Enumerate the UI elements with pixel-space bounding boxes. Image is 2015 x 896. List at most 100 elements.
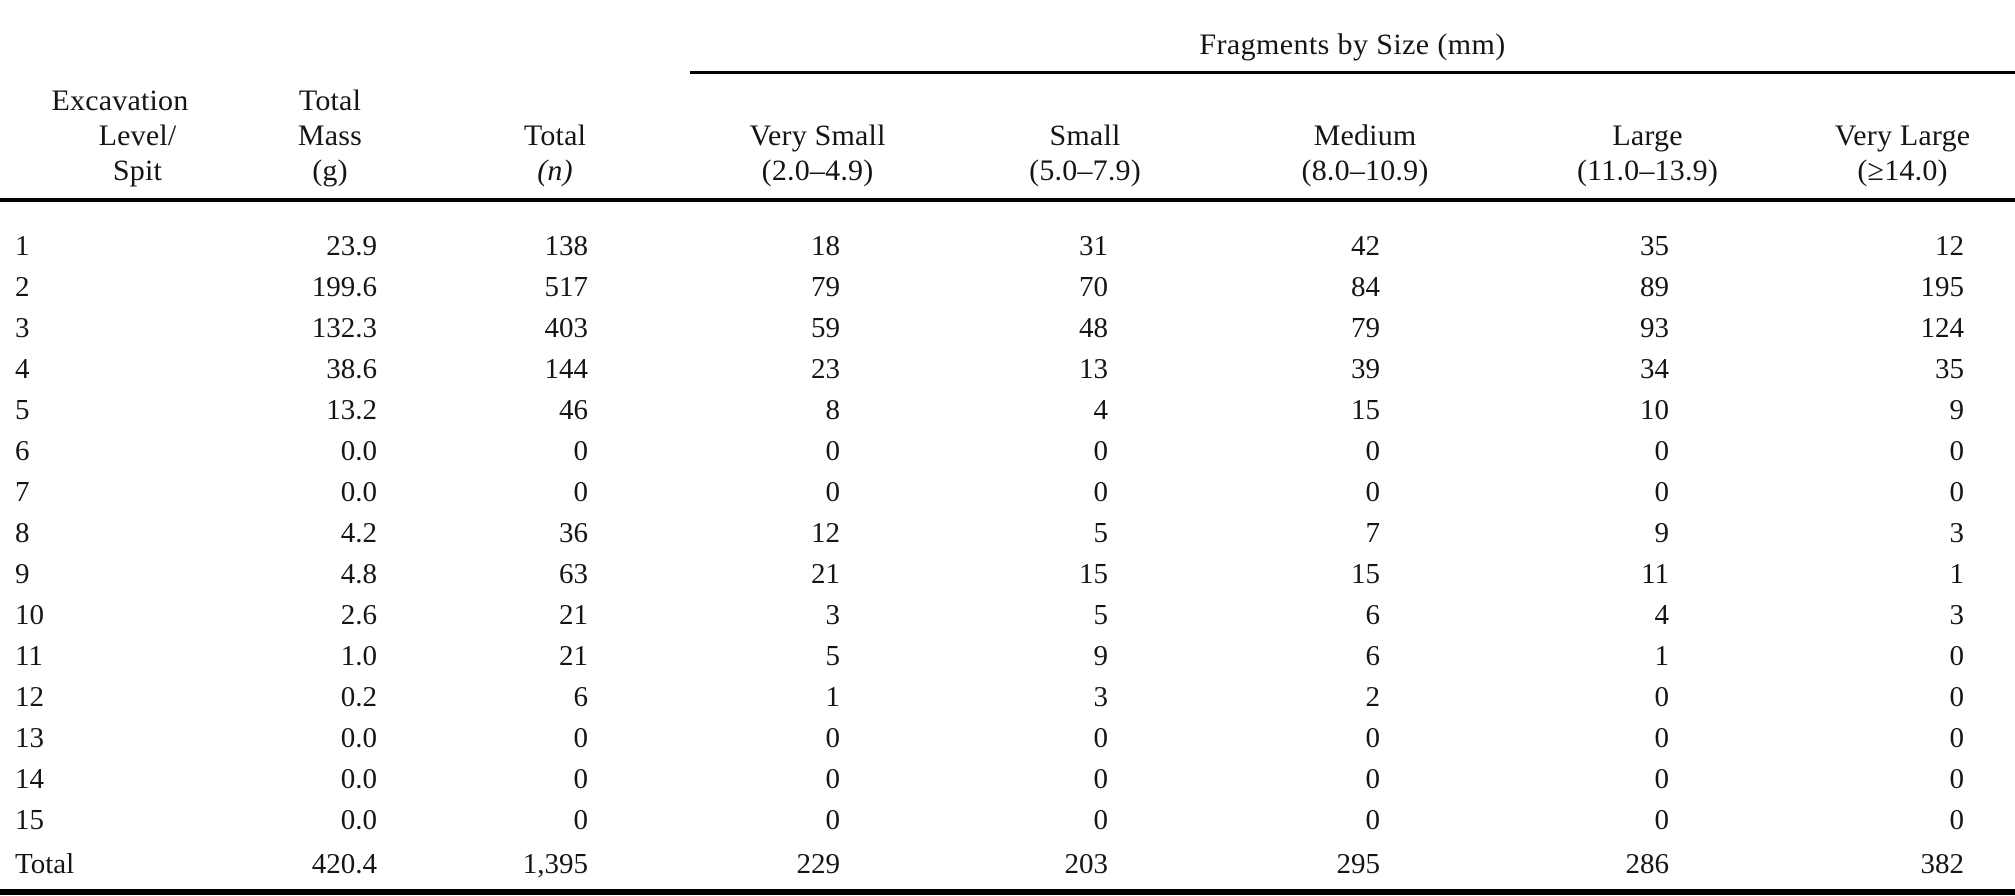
cell-value: 0 <box>1654 434 1670 467</box>
header-line: Mass <box>297 118 363 152</box>
cell-value: 6 <box>573 680 589 713</box>
cell-value: 10 <box>1640 393 1670 426</box>
cell-value: 144 <box>544 352 589 385</box>
cell-value: 35 <box>1935 352 1965 385</box>
row-label: 11 <box>15 639 43 672</box>
cell-value: 138 <box>544 229 589 262</box>
cell-value: 0 <box>1654 762 1670 795</box>
cell-value: 3 <box>1949 516 1965 549</box>
cell-value: 0 <box>1654 475 1670 508</box>
col-header-excavation-level-spit: Excavation Level/ Spit <box>0 72 240 202</box>
table-row: 5 13.2 46 8 4 15 10 9 <box>0 390 2015 431</box>
table-row: 15 0.0 0 0 0 0 0 0 <box>0 800 2015 841</box>
header-line: (11.0–13.9) <box>1576 153 1719 187</box>
cell-value: 36 <box>559 516 589 549</box>
cell-value: 0 <box>1365 762 1381 795</box>
cell-value: 0 <box>825 803 841 836</box>
header-line: (n) <box>537 153 573 187</box>
cell-value: 124 <box>1920 311 1965 344</box>
row-label: 13 <box>15 721 44 754</box>
cell-value: 0 <box>1654 721 1670 754</box>
cell-value: 1.0 <box>340 639 377 672</box>
cell-value: 3 <box>1949 598 1965 631</box>
cell-value: 5 <box>1093 516 1109 549</box>
cell-value: 0 <box>825 762 841 795</box>
cell-value: 0 <box>573 721 589 754</box>
header-line: Very Large <box>1834 118 1971 152</box>
table-row: 3 132.3 403 59 48 79 93 124 <box>0 308 2015 349</box>
cell-value: 0 <box>573 803 589 836</box>
cell-value: 59 <box>811 311 841 344</box>
header-line: Excavation <box>51 83 189 117</box>
cell-value: 0 <box>1654 803 1670 836</box>
col-header-very-small: Very Small (2.0–4.9) <box>690 72 946 202</box>
spanner-heading: Fragments by Size (mm) <box>690 6 2015 74</box>
cell-value: 0.0 <box>340 803 377 836</box>
cell-value: 0 <box>1654 680 1670 713</box>
header-line: Total <box>298 83 362 117</box>
cell-value: 23.9 <box>326 229 377 262</box>
cell-value: 1 <box>825 680 841 713</box>
cell-value: 0.0 <box>340 475 377 508</box>
cell-value: 0 <box>573 762 589 795</box>
cell-value: 13.2 <box>326 393 377 426</box>
cell-value: 12 <box>1935 229 1965 262</box>
table-row: 2 199.6 517 79 70 84 89 195 <box>0 267 2015 308</box>
table-body: 1 23.9 138 18 31 42 35 12 2 199.6 517 79 70 84 89 195 3 1… <box>0 200 2015 895</box>
table-row: 8 4.2 36 12 5 7 9 3 <box>0 513 2015 554</box>
row-label: 3 <box>15 311 30 344</box>
cell-value: 11 <box>1641 557 1670 590</box>
header-line: (g) <box>312 153 348 187</box>
row-label: 7 <box>15 475 30 508</box>
cell-value: 23 <box>811 352 841 385</box>
row-label: 8 <box>15 516 30 549</box>
row-label: 1 <box>15 229 30 262</box>
cell-value: 21 <box>559 639 589 672</box>
cell-value: 15 <box>1351 557 1381 590</box>
header-line: (≥14.0) <box>1857 153 1948 187</box>
header-line: Spit <box>112 153 163 187</box>
cell-value: 2.6 <box>340 598 377 631</box>
row-label: Total <box>0 840 240 895</box>
cell-value: 517 <box>544 270 589 303</box>
cell-value: 0.0 <box>340 762 377 795</box>
row-label: 15 <box>15 803 44 836</box>
cell-value: 0.2 <box>340 680 377 713</box>
cell-value: 15 <box>1351 393 1381 426</box>
table-row: 4 38.6 144 23 13 39 34 35 <box>0 349 2015 390</box>
row-label: 4 <box>15 352 30 385</box>
cell-value: 6 <box>1365 598 1381 631</box>
cell-value: 84 <box>1351 270 1381 303</box>
cell-value: 5 <box>825 639 841 672</box>
cell-value: 63 <box>559 557 589 590</box>
cell-value: 420.4 <box>240 840 420 895</box>
cell-value: 0 <box>825 434 841 467</box>
cell-value: 3 <box>825 598 841 631</box>
cell-value: 31 <box>1079 229 1109 262</box>
col-header-total-mass: Total Mass (g) <box>240 72 420 202</box>
header-line: (8.0–10.9) <box>1301 153 1429 187</box>
cell-value: 6 <box>1365 639 1381 672</box>
cell-value: 3 <box>1093 680 1109 713</box>
cell-value: 5 <box>1093 598 1109 631</box>
cell-value: 0 <box>825 475 841 508</box>
column-header-row: Excavation Level/ Spit Total Mass (g) To… <box>0 72 2015 202</box>
row-label: 10 <box>15 598 44 631</box>
header-line: (2.0–4.9) <box>761 153 874 187</box>
cell-value: 0 <box>573 475 589 508</box>
cell-value: 382 <box>1790 840 2015 895</box>
cell-value: 38.6 <box>326 352 377 385</box>
cell-value: 0 <box>1949 721 1965 754</box>
cell-value: 0 <box>1093 434 1109 467</box>
cell-value: 12 <box>811 516 841 549</box>
cell-value: 229 <box>690 840 946 895</box>
cell-value: 132.3 <box>311 311 377 344</box>
cell-value: 18 <box>811 229 841 262</box>
table-row: 14 0.0 0 0 0 0 0 0 <box>0 759 2015 800</box>
cell-value: 0.0 <box>340 434 377 467</box>
cell-value: 0 <box>1949 762 1965 795</box>
cell-value: 93 <box>1640 311 1670 344</box>
header-line: Level/ <box>98 118 177 152</box>
cell-value: 15 <box>1079 557 1109 590</box>
